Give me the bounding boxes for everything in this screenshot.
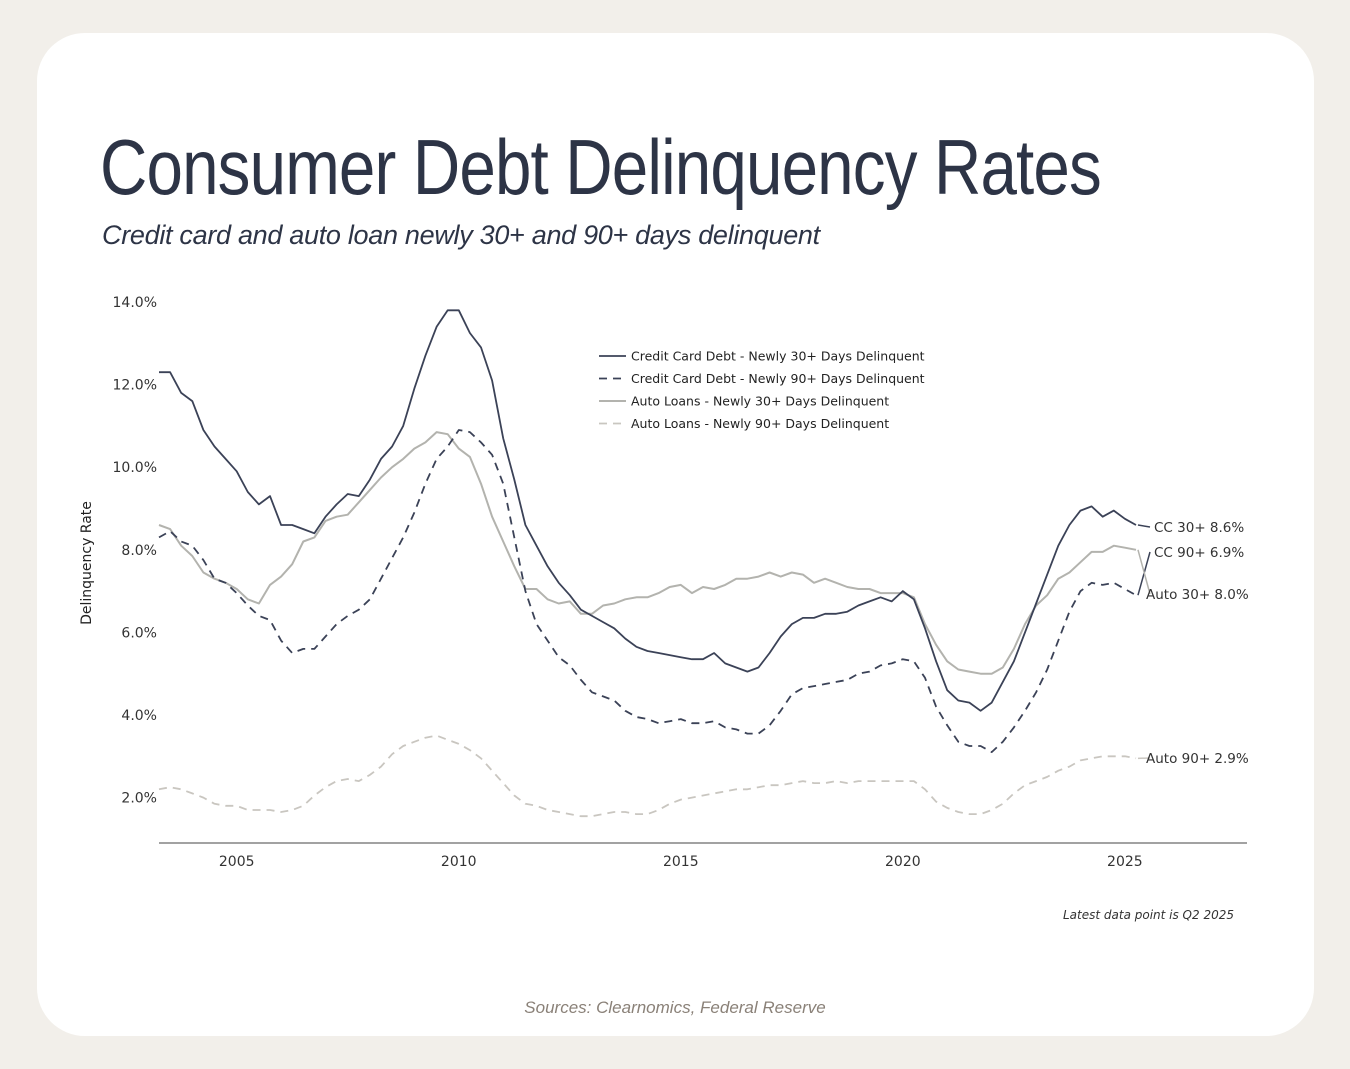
end-label-auto-90-2-9: Auto 90+ 2.9% [1146, 751, 1249, 767]
end-label-cc-30-8-6: CC 30+ 8.6% [1154, 520, 1244, 536]
end-label-connector [1137, 524, 1151, 528]
chart-title: Consumer Debt Delinquency Rates [100, 123, 1102, 211]
y-tick-label: 4.0% [121, 708, 157, 724]
series-line-auto-loans-newly-90-days-delinquent [158, 734, 1137, 818]
y-axis: 2.0% 4.0% 6.0% 8.0% 10.0% 12.0% 14.0% Delinquen… [79, 295, 157, 807]
series-line-credit-card-debt-newly-90-days-delinquent [158, 429, 1137, 753]
x-tick-label: 2005 [219, 854, 255, 870]
y-tick-label: 8.0% [121, 543, 157, 559]
x-tick-label: 2010 [441, 854, 477, 870]
y-tick-label: 10.0% [113, 460, 157, 476]
legend-entry-label: Credit Card Debt - Newly 30+ Days Delinq… [631, 349, 925, 364]
data-note: Latest data point is Q2 2025 [1063, 908, 1234, 922]
x-axis: 2005 2010 2015 2020 2025 [159, 842, 1247, 870]
legend-entry-label: Credit Card Debt - Newly 90+ Days Delinq… [631, 371, 925, 386]
series-line-auto-loans-newly-30-days-delinquent [158, 431, 1137, 675]
y-tick-label: 12.0% [113, 378, 157, 394]
y-axis-label: Delinquency Rate [79, 501, 95, 625]
source-credit: Sources: Clearnomics, Federal Reserve [524, 998, 826, 1017]
legend-entry-label: Auto Loans - Newly 30+ Days Delinquent [631, 394, 889, 409]
y-tick-label: 6.0% [121, 625, 157, 641]
x-tick-label: 2015 [663, 854, 699, 870]
chart-subtitle: Credit card and auto loan newly 30+ and … [102, 220, 820, 250]
x-tick-label: 2025 [1107, 854, 1143, 870]
x-tick-label: 2020 [885, 854, 921, 870]
legend: Credit Card Debt - Newly 30+ Days Delinq… [599, 349, 925, 431]
legend-entry-label: Auto Loans - Newly 90+ Days Delinquent [631, 416, 889, 431]
end-labels: CC 30+ 8.6% CC 90+ 6.9% Auto 30+ 8.0% Auto … [1137, 520, 1249, 767]
chart-card [37, 33, 1314, 1036]
y-tick-label: 14.0% [113, 295, 157, 311]
end-label-cc-90-6-9: CC 90+ 6.9% [1154, 545, 1244, 561]
series-line-credit-card-debt-newly-30-days-delinquent [159, 309, 1137, 712]
end-label-connector [1137, 549, 1151, 595]
y-tick-label: 2.0% [121, 791, 157, 807]
series-lines [158, 309, 1137, 818]
end-label-auto-30-8-0: Auto 30+ 8.0% [1146, 587, 1249, 603]
